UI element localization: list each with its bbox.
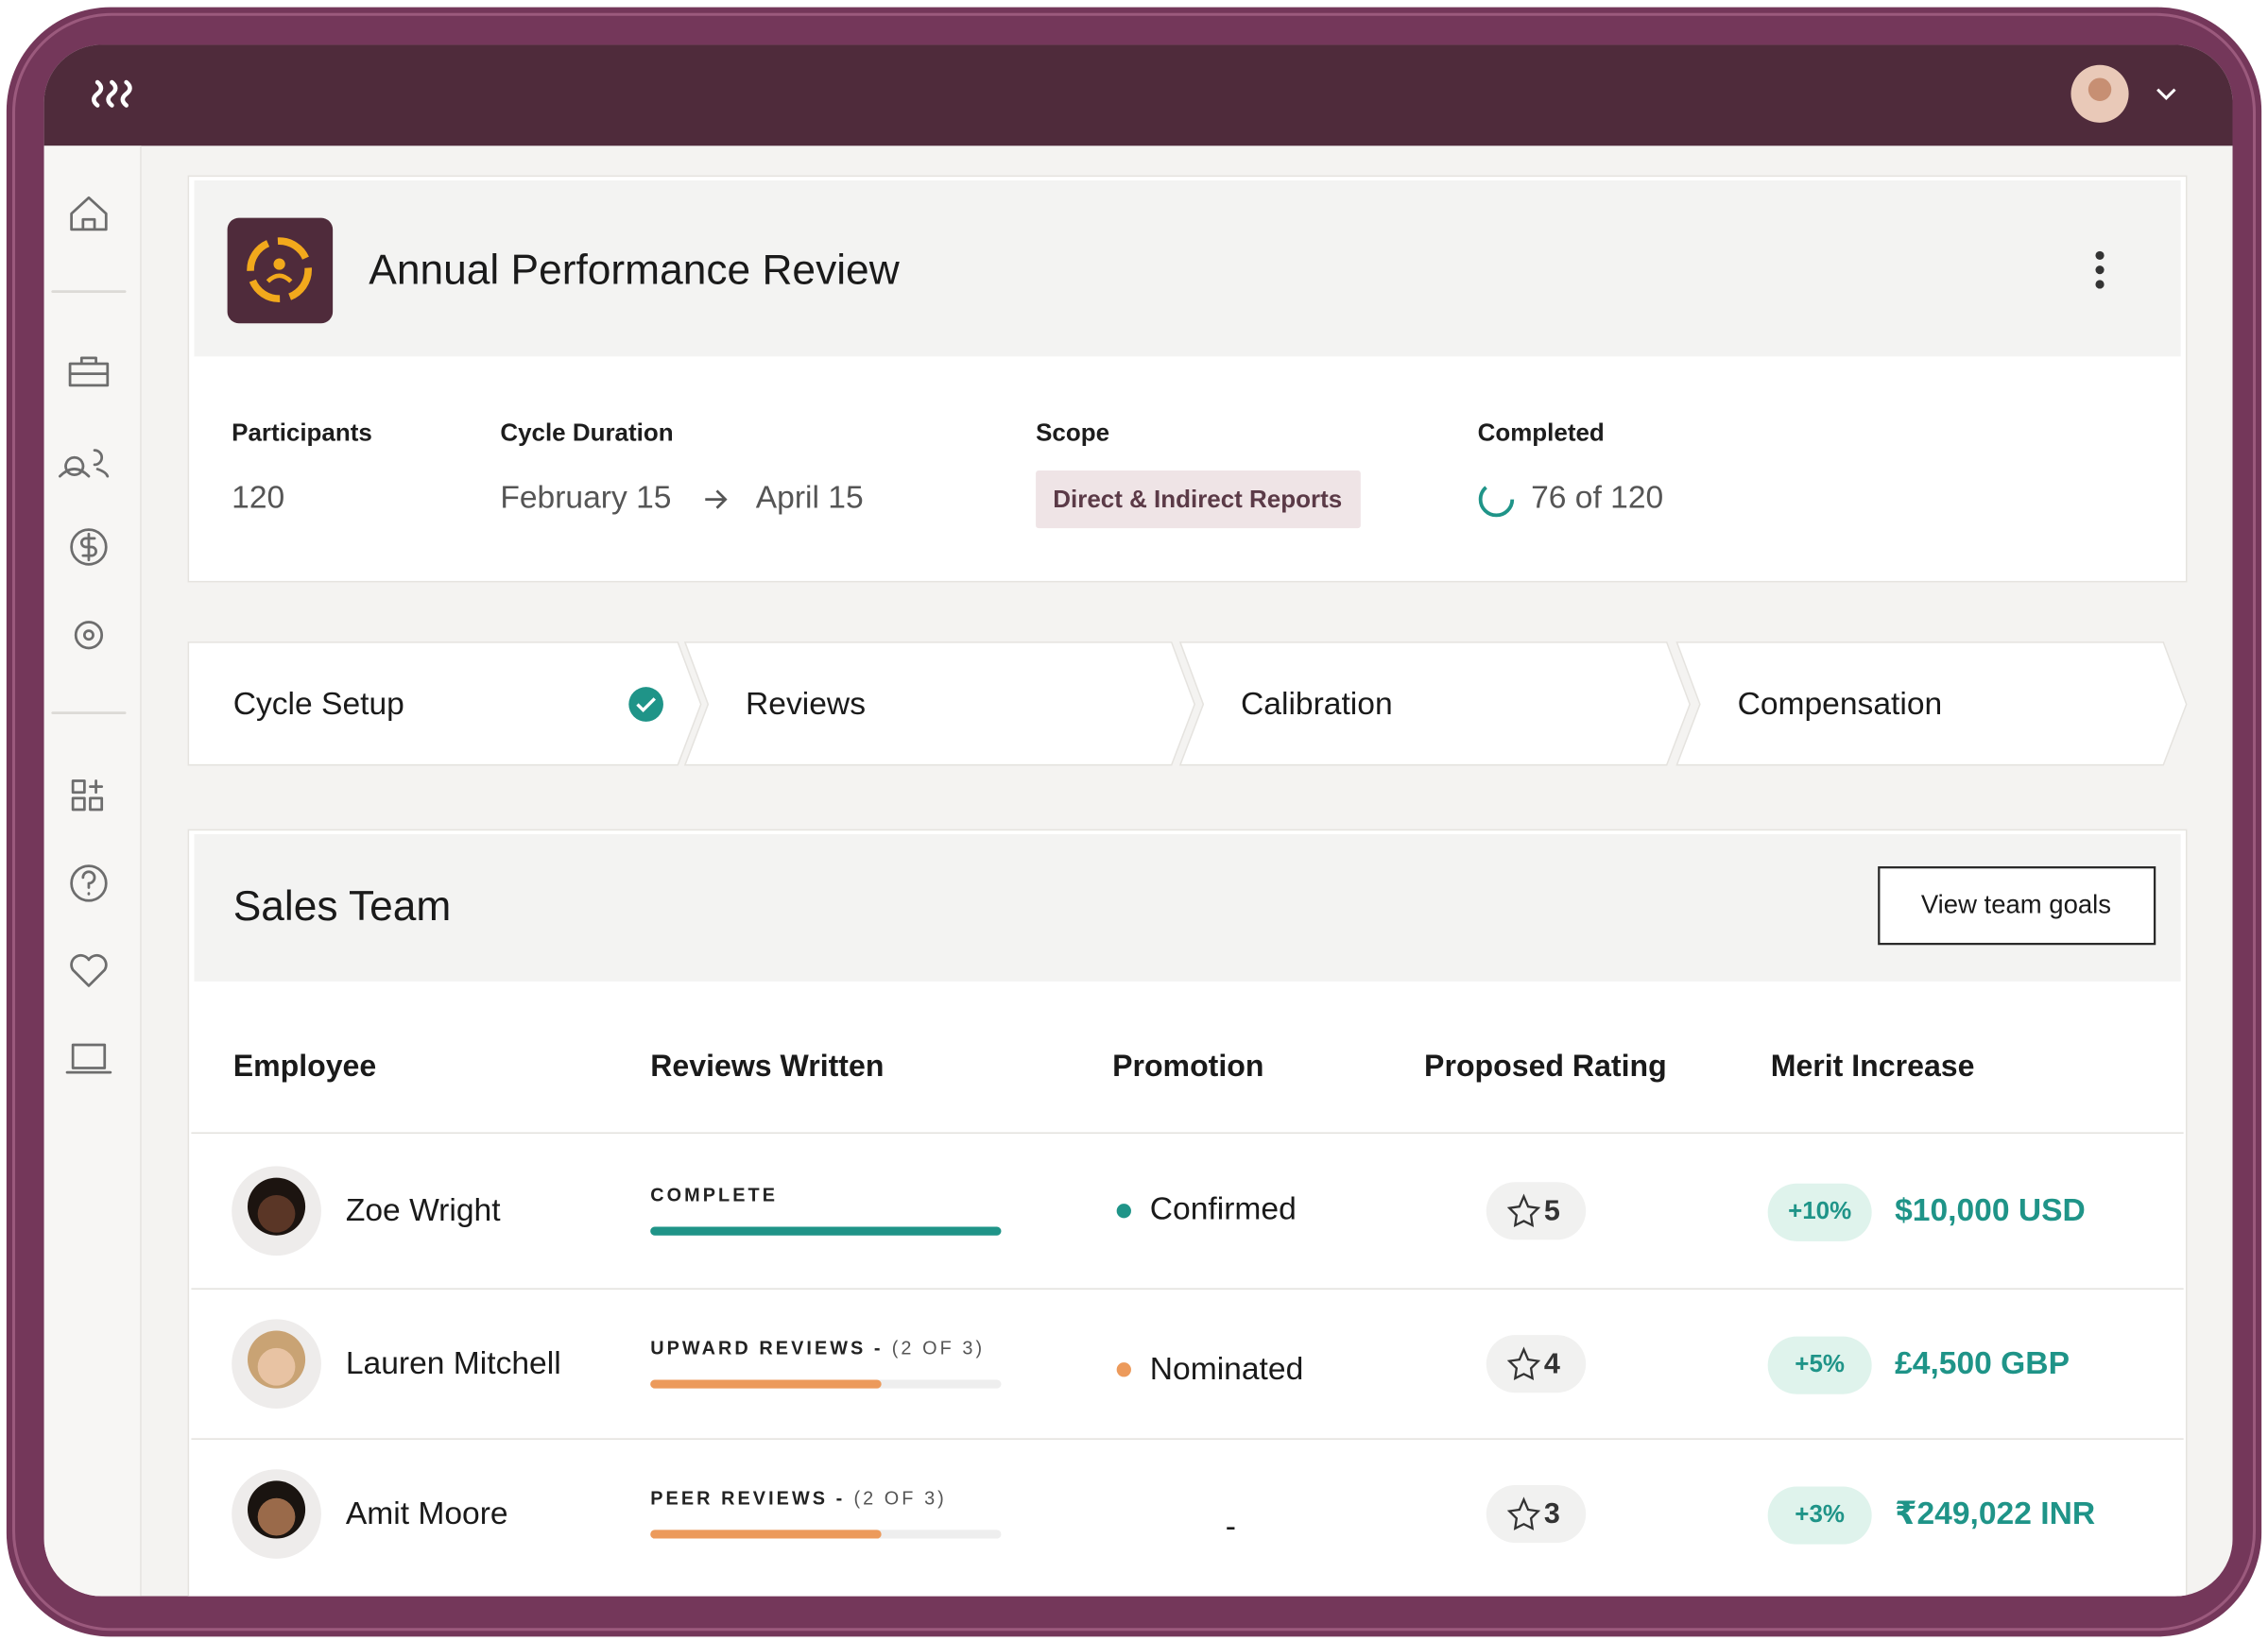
nav-settings[interactable] <box>74 621 104 650</box>
rating-star <box>1506 1193 1541 1228</box>
device-edge <box>11 12 2257 1632</box>
rating-value: 5 <box>1544 1194 1560 1226</box>
nav-apps[interactable] <box>71 779 104 812</box>
completed-ring <box>1478 481 1515 518</box>
employee-name[interactable]: Lauren Mitchell <box>346 1346 561 1381</box>
participants-label: Participants <box>232 419 372 447</box>
steps: Cycle Setup Reviews Calibration Compensatio… <box>187 641 2188 766</box>
team-table: Employee Reviews Written Promotion Proposed… <box>191 1049 2184 1559</box>
review-count: (2 OF 3) <box>892 1339 985 1359</box>
step-label: Compensation <box>1738 687 1943 722</box>
column-header: Promotion <box>1112 1049 1263 1083</box>
nav-favorites[interactable] <box>70 953 108 987</box>
top-bar <box>43 44 2233 146</box>
nav-jobs[interactable] <box>68 356 110 387</box>
scope-badge <box>1036 470 1361 529</box>
review-status: COMPLETE <box>650 1186 778 1206</box>
step-label: Reviews <box>746 687 866 722</box>
nav-people[interactable] <box>59 449 110 478</box>
employee-face <box>257 1497 296 1536</box>
nav-devices[interactable] <box>65 1043 112 1074</box>
review-status-text: PEER REVIEWS - <box>650 1489 845 1510</box>
review-progress <box>650 1226 1002 1236</box>
merit-amount: ₹249,022 INR <box>1895 1496 2095 1531</box>
rating-star <box>1506 1346 1541 1380</box>
screen: Annual Performance Review Participants 1… <box>43 44 2233 1597</box>
nav-pay[interactable] <box>70 528 108 566</box>
view-goals-button[interactable] <box>1878 866 2156 946</box>
column-header: Reviews Written <box>650 1049 884 1083</box>
view-goals-label: View team goals <box>1921 890 2111 919</box>
step-check <box>628 687 663 722</box>
rating-value: 4 <box>1544 1347 1560 1379</box>
more-menu[interactable] <box>2095 250 2105 289</box>
step-label: Calibration <box>1241 687 1393 722</box>
promotion-status: - <box>1226 1510 1236 1545</box>
nav-help[interactable] <box>70 864 108 902</box>
step-chevron[interactable] <box>1178 641 1691 766</box>
step-check-mark <box>636 697 656 713</box>
review-icon-ring <box>247 237 312 303</box>
team-card-header <box>194 834 2181 982</box>
rating-value: 3 <box>1544 1497 1560 1530</box>
review-icon <box>227 217 334 324</box>
employee-name[interactable]: Amit Moore <box>346 1496 508 1531</box>
merit-pill <box>1767 1183 1872 1241</box>
step-label: Cycle Setup <box>233 687 404 722</box>
review-status-text: UPWARD REVIEWS - <box>650 1339 883 1359</box>
merit-pill <box>1767 1336 1872 1394</box>
step-chevron[interactable] <box>187 641 702 766</box>
column-header: Proposed Rating <box>1424 1049 1667 1083</box>
merit-percent: +5% <box>1795 1349 1845 1377</box>
employee-face <box>257 1194 296 1233</box>
merit-percent: +10% <box>1788 1196 1851 1224</box>
team-title: Sales Team <box>233 883 452 930</box>
review-status: UPWARD REVIEWS - (2 OF 3) <box>650 1339 985 1359</box>
logo <box>92 79 132 108</box>
scope-value: Direct & Indirect Reports <box>1053 485 1342 513</box>
review-status-text: COMPLETE <box>650 1186 778 1206</box>
user-menu-chevron[interactable] <box>2156 88 2176 101</box>
merit-amount: £4,500 GBP <box>1895 1346 2070 1381</box>
column-header: Merit Increase <box>1771 1049 1975 1083</box>
cycle-end: April 15 <box>756 480 864 515</box>
scope-label: Scope <box>1036 419 1109 447</box>
promotion-status: Confirmed <box>1150 1192 1297 1227</box>
merit-amount: $10,000 USD <box>1895 1193 2086 1228</box>
step-chevron[interactable] <box>683 641 1195 766</box>
cycle-start: February 15 <box>500 480 671 515</box>
employee-name[interactable]: Zoe Wright <box>346 1193 501 1228</box>
cycle-arrow <box>705 489 728 509</box>
step-chevron[interactable] <box>1675 641 2188 766</box>
completed-label: Completed <box>1478 419 1605 447</box>
sidebar <box>43 145 141 1597</box>
cycle-label: Cycle Duration <box>500 419 673 447</box>
employee-face <box>257 1347 296 1386</box>
promotion-status: Nominated <box>1150 1352 1303 1387</box>
sidebar-icons <box>51 196 127 1074</box>
avatar-face <box>2088 77 2112 101</box>
promotion-dot <box>1116 1204 1131 1219</box>
review-status: PEER REVIEWS - (2 OF 3) <box>650 1489 947 1510</box>
review-progress <box>650 1530 882 1539</box>
review-count: (2 OF 3) <box>853 1489 946 1510</box>
merit-percent: +3% <box>1795 1499 1845 1528</box>
column-header: Employee <box>233 1049 377 1083</box>
completed-value: 76 of 120 <box>1531 480 1663 515</box>
merit-pill <box>1767 1486 1872 1545</box>
promotion-dot <box>1116 1362 1131 1377</box>
review-title: Annual Performance Review <box>369 247 900 293</box>
rating-star <box>1506 1496 1541 1530</box>
review-progress <box>650 1379 882 1389</box>
participants-value: 120 <box>232 480 284 515</box>
nav-home[interactable] <box>70 196 108 231</box>
review-card-header <box>194 179 2181 357</box>
